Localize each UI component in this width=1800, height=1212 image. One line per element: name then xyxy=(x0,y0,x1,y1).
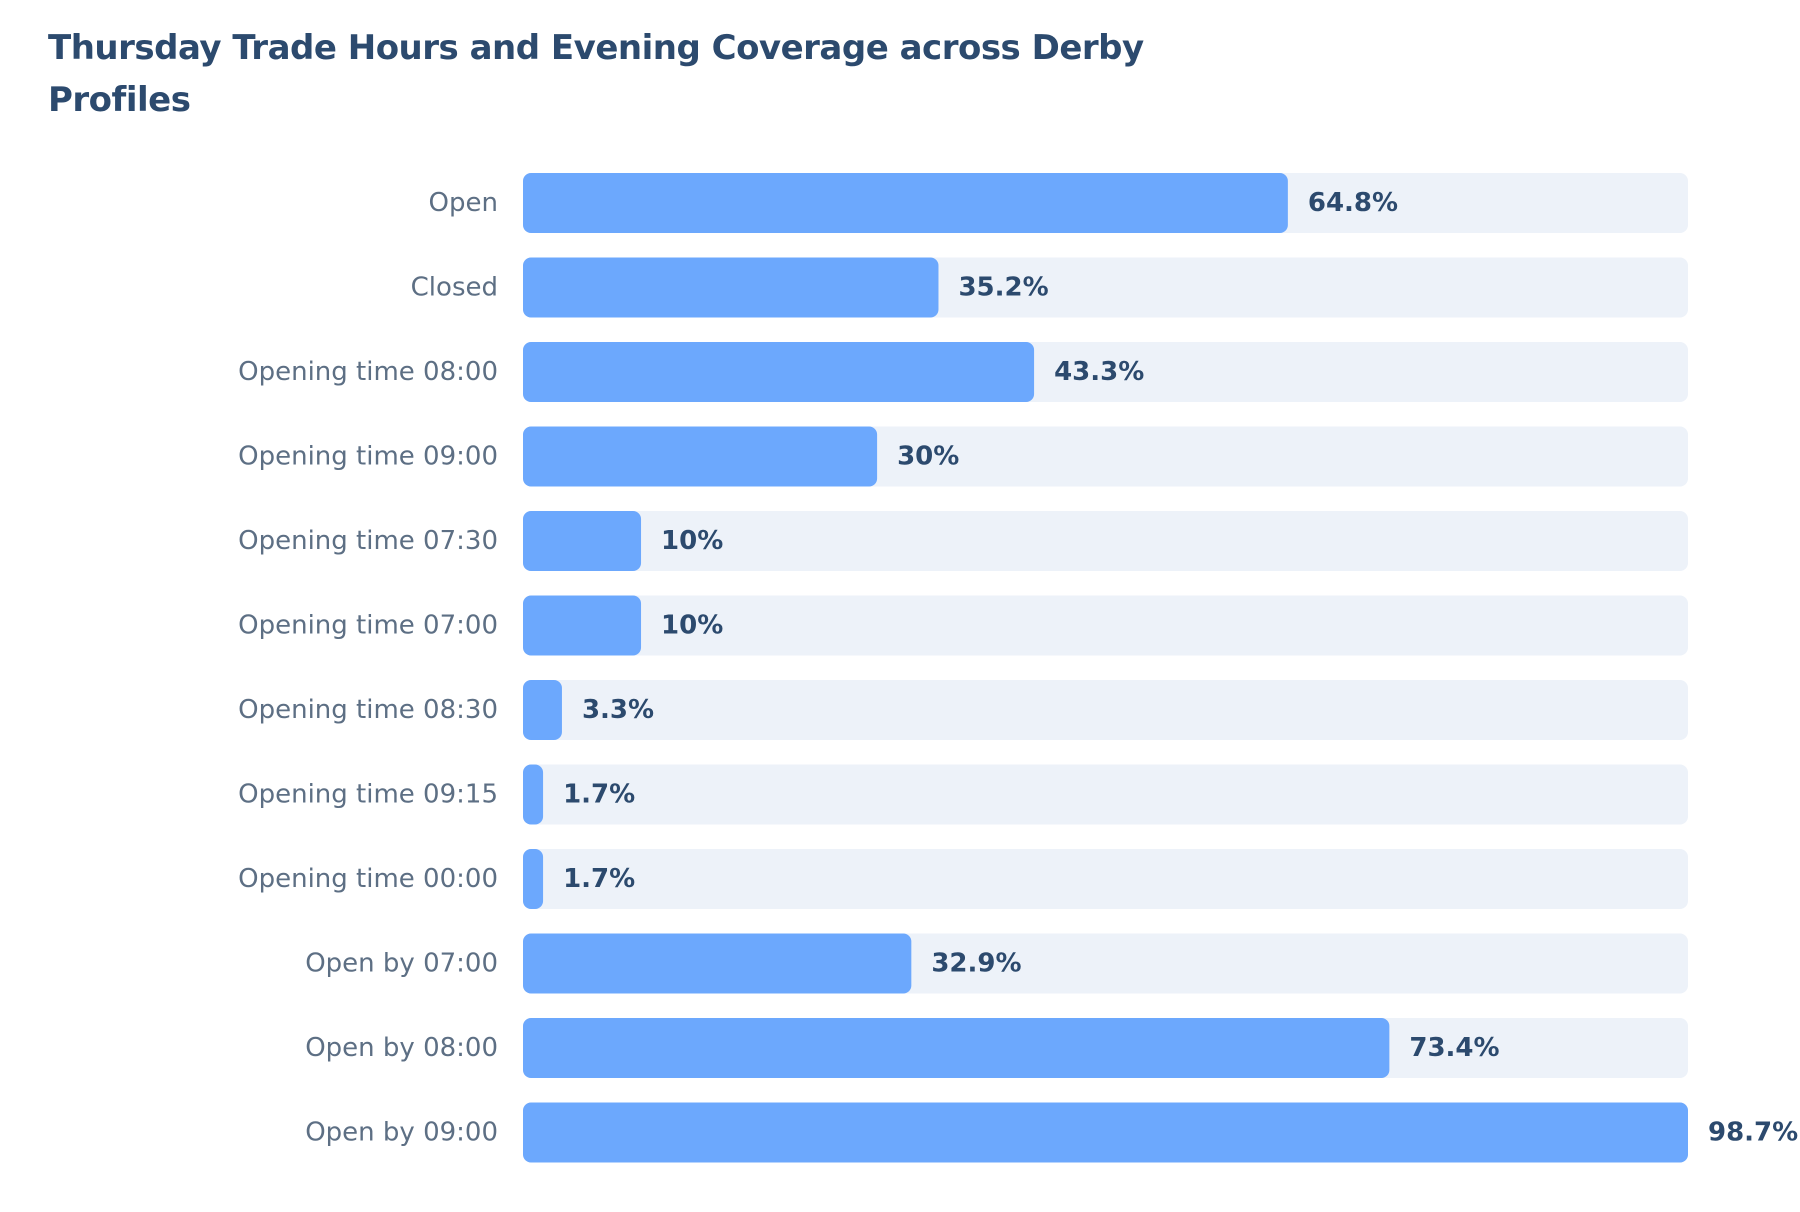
bar-opening-time-07-00 xyxy=(523,595,642,656)
value-label-opening-time-07-00: 10% xyxy=(661,611,723,641)
bar-row-open-by-09-00: Open by 09:00 98.7% xyxy=(305,1102,1798,1163)
category-label-opening-time-09-15: Opening time 09:15 xyxy=(238,780,498,810)
bar-track-opening-time-09-15 xyxy=(523,764,1688,825)
bar-open-by-08-00 xyxy=(523,1018,1390,1078)
bar-opening-time-09-15 xyxy=(523,764,544,825)
category-label-open-by-09-00: Open by 09:00 xyxy=(305,1118,498,1148)
bar-open xyxy=(523,173,1288,233)
bar-open-by-07-00 xyxy=(523,933,912,994)
value-label-closed: 35.2% xyxy=(958,273,1048,303)
bar-opening-time-09-00 xyxy=(523,426,878,487)
category-label-opening-time-08-30: Opening time 08:30 xyxy=(238,695,498,725)
value-label-opening-time-09-00: 30% xyxy=(897,442,959,472)
category-label-open: Open xyxy=(429,188,498,218)
category-label-open-by-07-00: Open by 07:00 xyxy=(305,949,498,979)
value-label-open-by-07-00: 32.9% xyxy=(931,949,1021,979)
bar-track-opening-time-07-30 xyxy=(523,511,1688,571)
category-label-opening-time-07-30: Opening time 07:30 xyxy=(238,526,498,556)
category-label-closed: Closed xyxy=(411,273,498,303)
bar-track-opening-time-00-00 xyxy=(523,849,1688,909)
category-label-opening-time-00-00: Opening time 00:00 xyxy=(238,864,498,894)
bar-row-opening-time-08-00: Opening time 08:00 43.3% xyxy=(238,342,1688,402)
bar-opening-time-08-30 xyxy=(523,680,562,740)
bar-track-opening-time-07-00 xyxy=(523,595,1688,656)
value-label-open-by-08-00: 73.4% xyxy=(1409,1033,1499,1063)
bar-row-open: Open 64.8% xyxy=(429,173,1688,233)
bar-row-opening-time-09-15: Opening time 09:15 1.7% xyxy=(238,764,1688,825)
value-label-open: 64.8% xyxy=(1308,188,1398,218)
chart-title: Thursday Trade Hours and Evening Coverag… xyxy=(48,28,1144,120)
category-label-opening-time-07-00: Opening time 07:00 xyxy=(238,611,498,641)
category-label-opening-time-08-00: Opening time 08:00 xyxy=(238,357,498,387)
bar-row-open-by-08-00: Open by 08:00 73.4% xyxy=(305,1018,1688,1078)
value-label-opening-time-00-00: 1.7% xyxy=(563,864,635,894)
bar-opening-time-07-30 xyxy=(523,511,642,571)
bar-row-closed: Closed 35.2% xyxy=(411,257,1688,318)
bar-row-opening-time-00-00: Opening time 00:00 1.7% xyxy=(238,849,1688,909)
bar-track-opening-time-08-30 xyxy=(523,680,1688,740)
category-label-opening-time-09-00: Opening time 09:00 xyxy=(238,442,498,472)
value-label-open-by-09-00: 98.7% xyxy=(1708,1118,1798,1148)
bar-row-opening-time-07-30: Opening time 07:30 10% xyxy=(238,511,1688,571)
value-label-opening-time-09-15: 1.7% xyxy=(563,780,635,810)
bar-row-opening-time-07-00: Opening time 07:00 10% xyxy=(238,595,1688,656)
bar-row-opening-time-08-30: Opening time 08:30 3.3% xyxy=(238,680,1688,740)
bar-opening-time-00-00 xyxy=(523,849,544,909)
value-label-opening-time-08-30: 3.3% xyxy=(582,695,654,725)
bar-opening-time-08-00 xyxy=(523,342,1035,402)
value-label-opening-time-08-00: 43.3% xyxy=(1054,357,1144,387)
bar-closed xyxy=(523,257,939,318)
bar-open-by-09-00 xyxy=(523,1102,1688,1163)
value-label-opening-time-07-30: 10% xyxy=(661,526,723,556)
bar-row-open-by-07-00: Open by 07:00 32.9% xyxy=(305,933,1688,994)
bar-row-opening-time-09-00: Opening time 09:00 30% xyxy=(238,426,1688,487)
category-label-open-by-08-00: Open by 08:00 xyxy=(305,1033,498,1063)
